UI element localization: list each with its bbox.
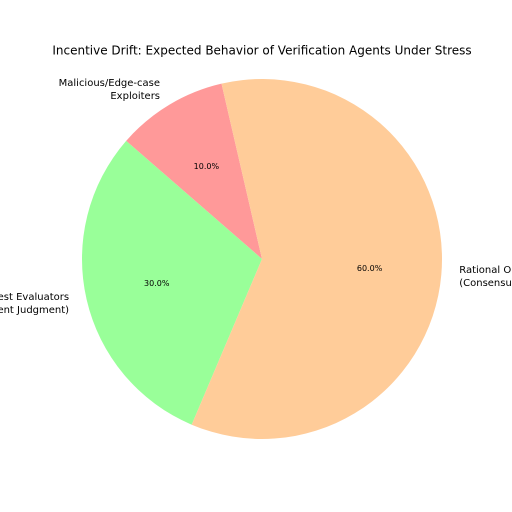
pie-slice xyxy=(191,79,442,439)
pct-label: 10.0% xyxy=(194,162,220,171)
pie-slice xyxy=(82,140,262,425)
slice-label: Exploiters xyxy=(110,91,160,102)
slice-label: Malicious/Edge-case xyxy=(59,78,160,89)
chart-title: Incentive Drift: Expected Behavior of Ve… xyxy=(52,44,471,58)
slice-label: Rational Op xyxy=(459,265,512,276)
slice-label: nest Evaluators xyxy=(0,292,69,303)
pie-slice xyxy=(126,83,262,259)
slice-label: ent Judgment) xyxy=(0,305,69,316)
pct-label: 30.0% xyxy=(144,279,170,288)
slice-label: (Consensu xyxy=(459,278,512,289)
pct-label: 60.0% xyxy=(357,264,383,273)
